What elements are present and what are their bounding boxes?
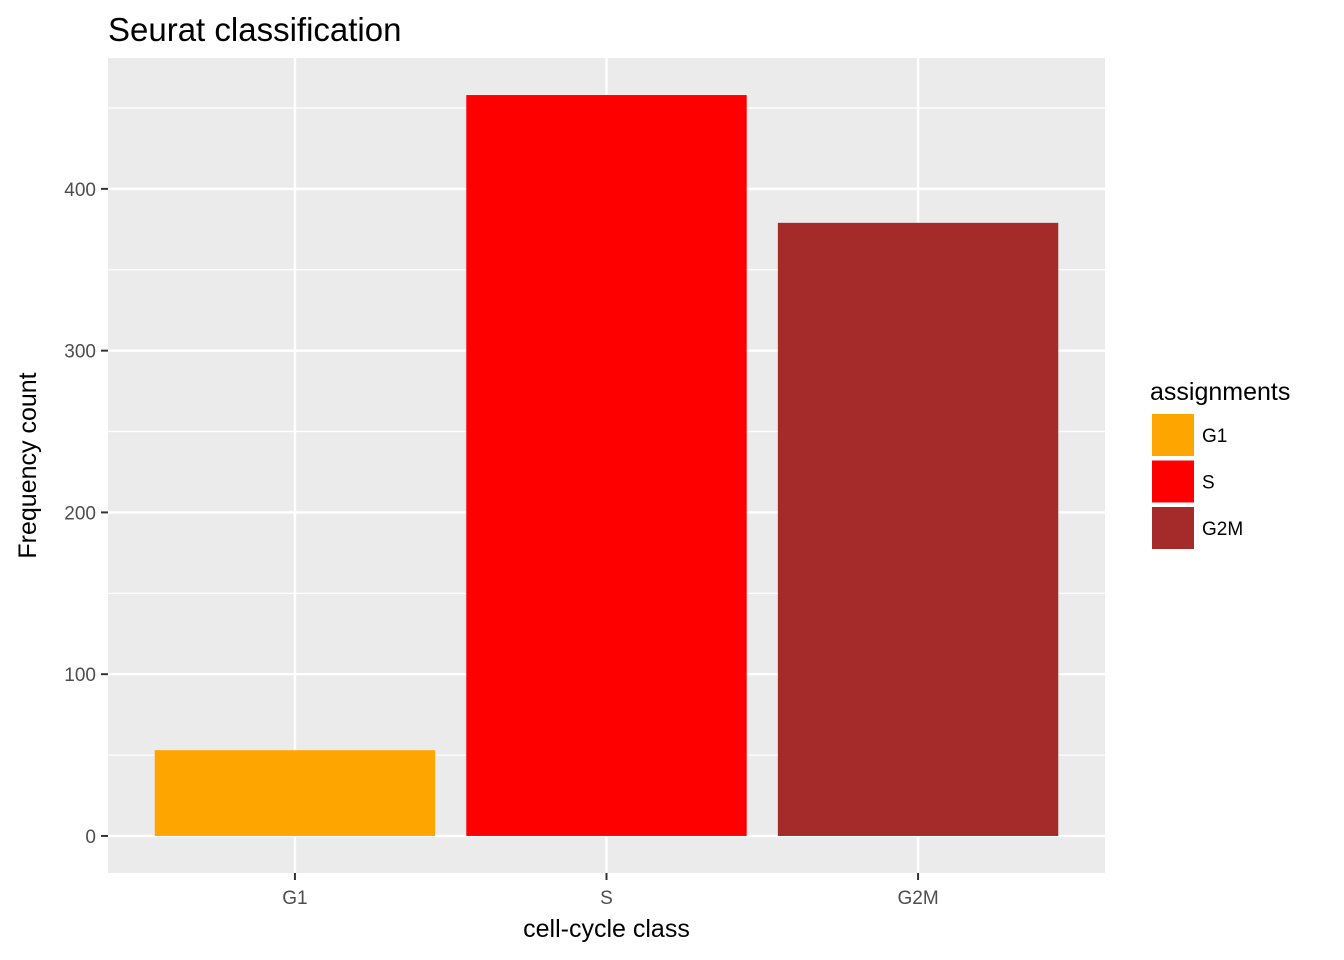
legend-key (1152, 507, 1194, 549)
y-axis-title: Frequency count (14, 372, 42, 558)
bar-s (466, 95, 747, 836)
legend-key (1152, 460, 1194, 503)
legend-key (1152, 414, 1194, 456)
legend-label: G2M (1202, 519, 1243, 540)
bar-g2m (777, 222, 1059, 836)
y-tick-label: 400 (64, 180, 96, 201)
bar-g1 (154, 750, 436, 836)
x-axis: G1 S G2M (282, 873, 939, 909)
y-tick-label: 0 (85, 827, 96, 848)
legend: assignments G1 S G2M (1150, 378, 1290, 549)
x-tick-label: S (600, 888, 613, 909)
chart-title: Seurat classification (108, 11, 401, 48)
x-axis-title: cell-cycle class (523, 915, 690, 943)
y-tick-label: 300 (64, 342, 96, 363)
legend-label: S (1202, 473, 1215, 494)
y-tick-label: 200 (64, 503, 96, 524)
legend-label: G1 (1202, 426, 1227, 447)
x-tick-label: G1 (282, 888, 307, 909)
x-tick-label: G2M (897, 888, 938, 909)
y-tick-label: 100 (64, 665, 96, 686)
bars (154, 95, 1059, 836)
y-axis: 0 100 200 300 400 (64, 180, 108, 848)
legend-title: assignments (1150, 378, 1290, 406)
